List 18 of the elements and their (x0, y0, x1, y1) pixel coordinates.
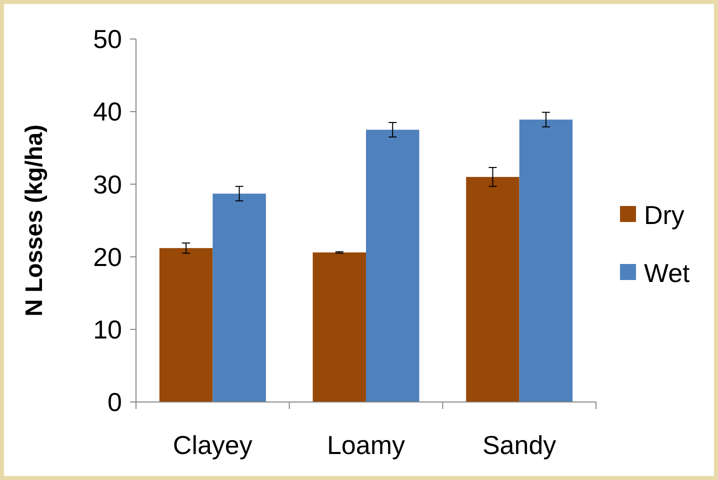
bar (312, 252, 366, 402)
y-tick-label: 40 (93, 96, 122, 127)
y-axis-title: N Losses (kg/ha) (21, 124, 48, 317)
x-tick-label: Clayey (172, 430, 252, 460)
bar (519, 120, 573, 402)
bar (212, 194, 266, 402)
bar (159, 248, 213, 402)
x-tick-label: Sandy (482, 430, 556, 460)
y-tick-label: 20 (93, 242, 122, 272)
x-tick-label: Loamy (326, 430, 406, 460)
y-tick-label: 0 (108, 387, 122, 418)
y-tick-label: 30 (93, 169, 122, 200)
y-tick-label: 10 (93, 314, 122, 344)
y-tick-label: 50 (93, 24, 122, 54)
bar (466, 176, 520, 402)
bar (366, 130, 420, 402)
legend-label: Dry (644, 200, 684, 230)
legend-label: Wet (644, 258, 691, 288)
